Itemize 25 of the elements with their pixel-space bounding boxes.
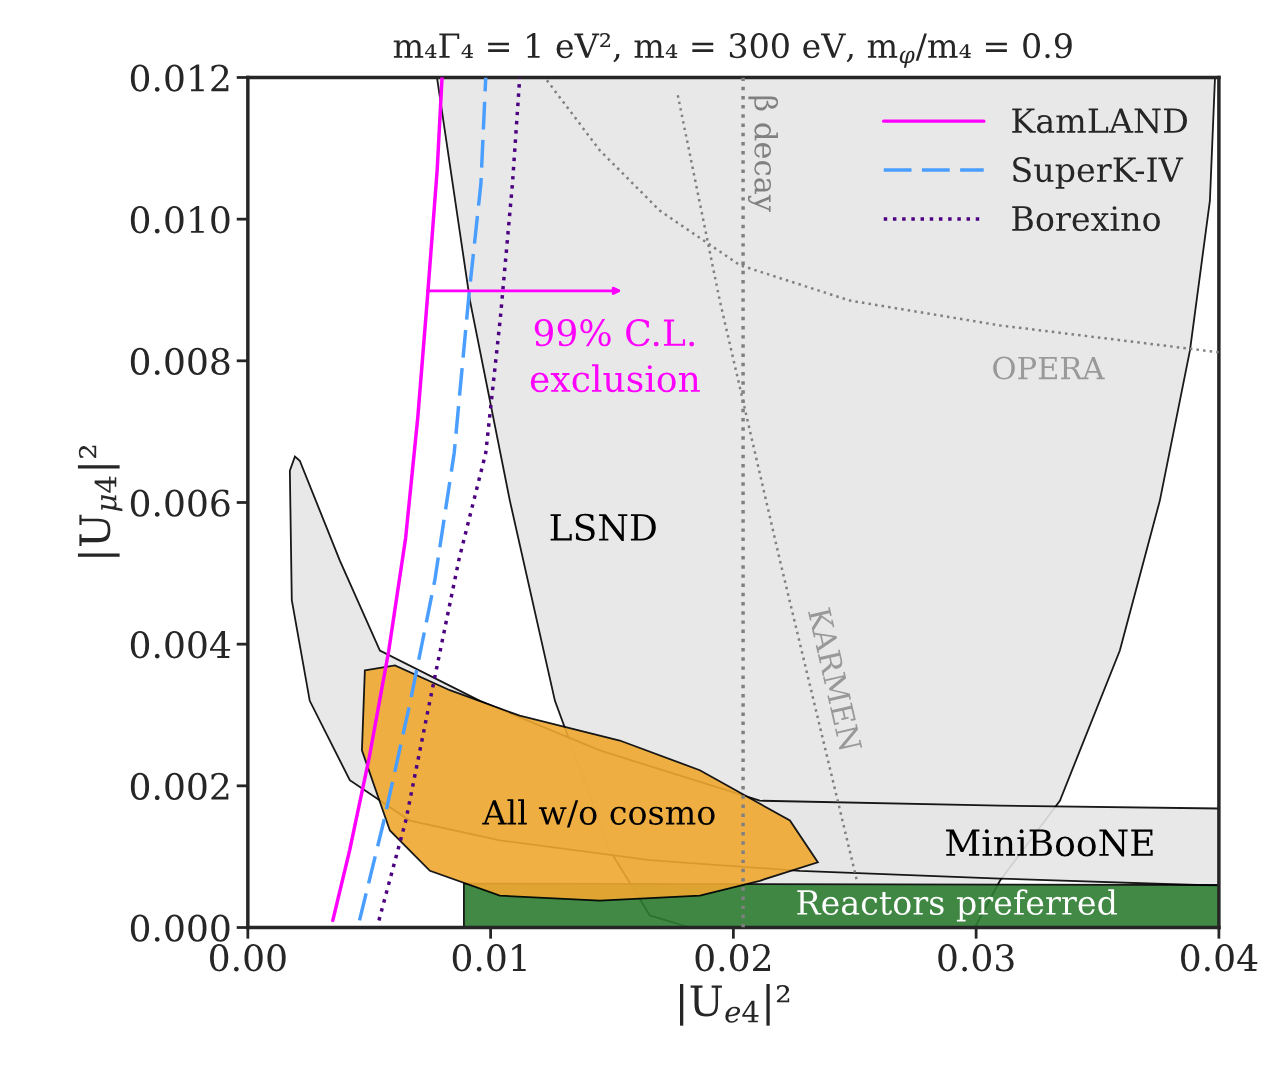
x-tick-label: 0.02 xyxy=(695,944,771,972)
x-tick-label: 0.00 xyxy=(210,944,286,972)
x-axis-title: |U$_{e4}$|² xyxy=(679,983,790,1026)
y-tick-label: 0.002 xyxy=(130,772,229,801)
ref-line-label: β decay xyxy=(747,96,779,212)
annotation: MiniBooNE xyxy=(946,829,1153,857)
y-tick-label: 0.006 xyxy=(130,489,230,517)
legend-label: Borexino xyxy=(1012,206,1160,232)
annotation: All w/o cosmo xyxy=(482,799,715,828)
legend-label: SuperK-IV xyxy=(1013,156,1184,189)
annotation: Reactors preferred xyxy=(797,889,1117,922)
y-axis-title: |U$_{μ4}$|² xyxy=(77,445,123,557)
y-tick-label: 0.010 xyxy=(130,206,230,234)
annotation: LSND xyxy=(550,513,656,542)
y-tick-label: 0.004 xyxy=(130,631,231,659)
x-tick-label: 0.04 xyxy=(1181,944,1258,972)
y-tick-label: 0.008 xyxy=(130,347,230,376)
y-tick-label: 0.000 xyxy=(130,914,230,942)
legend-label: KamLAND xyxy=(1012,108,1187,134)
annotation: 99% C.L. exclusion xyxy=(530,319,700,393)
x-tick-label: 0.03 xyxy=(938,944,1014,972)
x-tick-label: 0.01 xyxy=(452,944,526,972)
y-tick-label: 0.012 xyxy=(130,64,229,92)
annotation: OPERA xyxy=(993,356,1105,380)
chart-title: m₄Γ₄ = 1 eV², m₄ = 300 eV, m$_{φ}$/m₄ = 0.9 xyxy=(393,33,1072,68)
